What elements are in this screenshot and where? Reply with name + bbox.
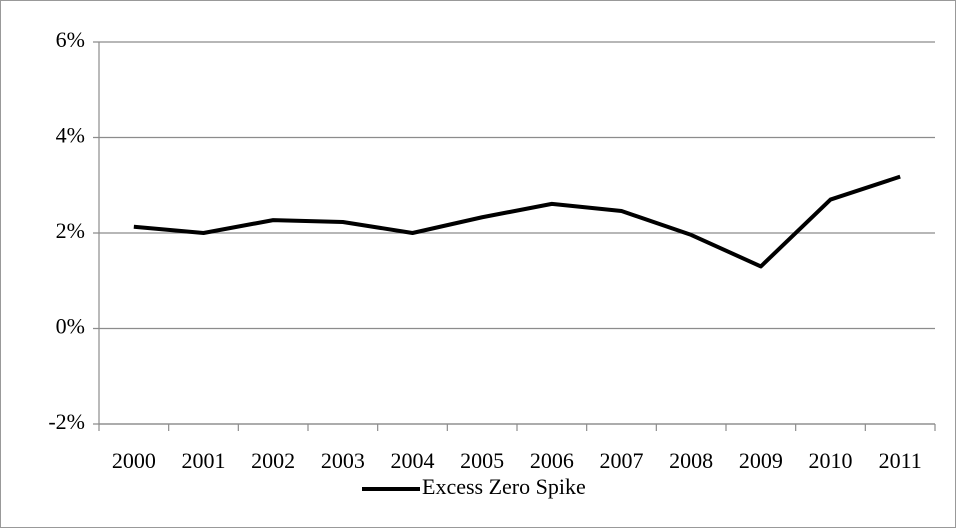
line — [133, 174, 901, 269]
x-tick-label: 2000 — [112, 448, 156, 473]
y-tick-label: 6% — [56, 27, 85, 52]
y-tick-label: 4% — [56, 123, 85, 148]
x-tick-label: 2007 — [600, 448, 644, 473]
legend-label: Excess Zero Spike — [422, 474, 586, 499]
y-tick-label: 0% — [56, 314, 85, 339]
x-tick-label: 2003 — [321, 448, 365, 473]
y-tick-label: 2% — [56, 218, 85, 243]
x-tick-label: 2005 — [460, 448, 504, 473]
x-tick-label: 2009 — [739, 448, 783, 473]
y-tick-label: -2% — [48, 409, 85, 434]
x-tick-label: 2001 — [182, 448, 226, 473]
x-tick-label: 2011 — [879, 448, 922, 473]
x-tick-label: 2010 — [809, 448, 853, 473]
x-tick-label: 2008 — [669, 448, 713, 473]
x-tick-label: 2002 — [251, 448, 295, 473]
x-tick-label: 2006 — [530, 448, 574, 473]
x-tick-label: 2004 — [391, 448, 435, 473]
